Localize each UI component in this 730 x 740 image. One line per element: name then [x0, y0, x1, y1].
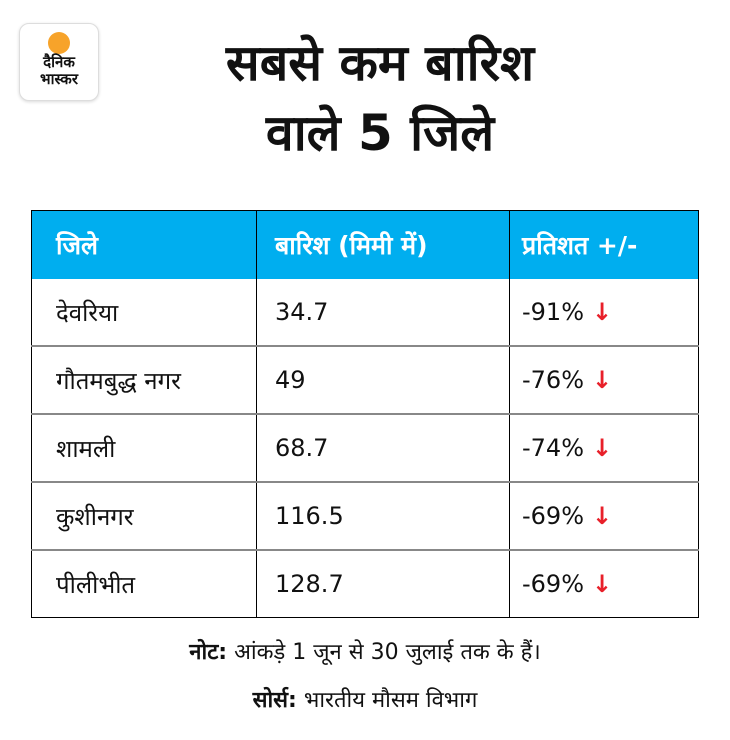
source-text: भारतीय मौसम विभाग: [296, 688, 478, 713]
page-title: सबसे कम बारिश वाले 5 जिले: [100, 28, 660, 168]
title-line2: वाले 5 जिले: [265, 104, 495, 162]
percent-value: -69%: [522, 502, 585, 530]
percent-value: -76%: [522, 366, 585, 394]
note-text: आंकड़े 1 जून से 30 जुलाई तक के हैं।: [227, 640, 541, 665]
note: नोट: आंकड़े 1 जून से 30 जुलाई तक के हैं।: [0, 636, 730, 666]
source-label: सोर्स:: [252, 688, 297, 713]
percent-cell: -74% ↓: [509, 414, 699, 483]
percent-cell: -76% ↓: [509, 346, 699, 415]
rain-cell: 49: [256, 346, 510, 415]
district-cell: गौतमबुद्ध नगर: [31, 346, 257, 415]
dainik-bhaskar-logo: दैनिक भास्कर: [19, 23, 99, 101]
district-cell: कुशीनगर: [31, 482, 257, 551]
table-row: पीलीभीत 128.7 -69% ↓: [31, 550, 699, 618]
district-cell: शामली: [31, 414, 257, 483]
percent-value: -91%: [522, 298, 585, 326]
sun-icon: [48, 32, 70, 54]
table-row: शामली 68.7 -74% ↓: [31, 414, 699, 483]
down-arrow-icon: ↓: [592, 434, 613, 462]
logo-line1: दैनिक: [43, 53, 75, 71]
source: सोर्स: भारतीय मौसम विभाग: [0, 684, 730, 714]
down-arrow-icon: ↓: [592, 366, 613, 394]
district-cell: देवरिया: [31, 279, 257, 347]
rainfall-table: जिले बारिश (मिमी में) प्रतिशत +/- देवरिय…: [31, 210, 699, 618]
table-header-row: जिले बारिश (मिमी में) प्रतिशत +/-: [31, 210, 699, 279]
table-row: गौतमबुद्ध नगर 49 -76% ↓: [31, 346, 699, 415]
rain-cell: 116.5: [256, 482, 510, 551]
percent-cell: -91% ↓: [509, 279, 699, 347]
table-row: कुशीनगर 116.5 -69% ↓: [31, 482, 699, 551]
header-rain: बारिश (मिमी में): [256, 210, 510, 279]
down-arrow-icon: ↓: [592, 502, 613, 530]
rain-cell: 68.7: [256, 414, 510, 483]
percent-cell: -69% ↓: [509, 482, 699, 551]
table-row: देवरिया 34.7 -91% ↓: [31, 279, 699, 347]
header-district: जिले: [31, 210, 257, 279]
header-percent: प्रतिशत +/-: [509, 210, 699, 279]
percent-value: -69%: [522, 570, 585, 598]
logo-line2: भास्कर: [40, 70, 78, 88]
district-cell: पीलीभीत: [31, 550, 257, 618]
down-arrow-icon: ↓: [592, 570, 613, 598]
rain-cell: 128.7: [256, 550, 510, 618]
title-line1: सबसे कम बारिश: [225, 34, 535, 92]
percent-cell: -69% ↓: [509, 550, 699, 618]
note-label: नोट:: [189, 640, 228, 665]
down-arrow-icon: ↓: [592, 298, 613, 326]
rain-cell: 34.7: [256, 279, 510, 347]
percent-value: -74%: [522, 434, 585, 462]
